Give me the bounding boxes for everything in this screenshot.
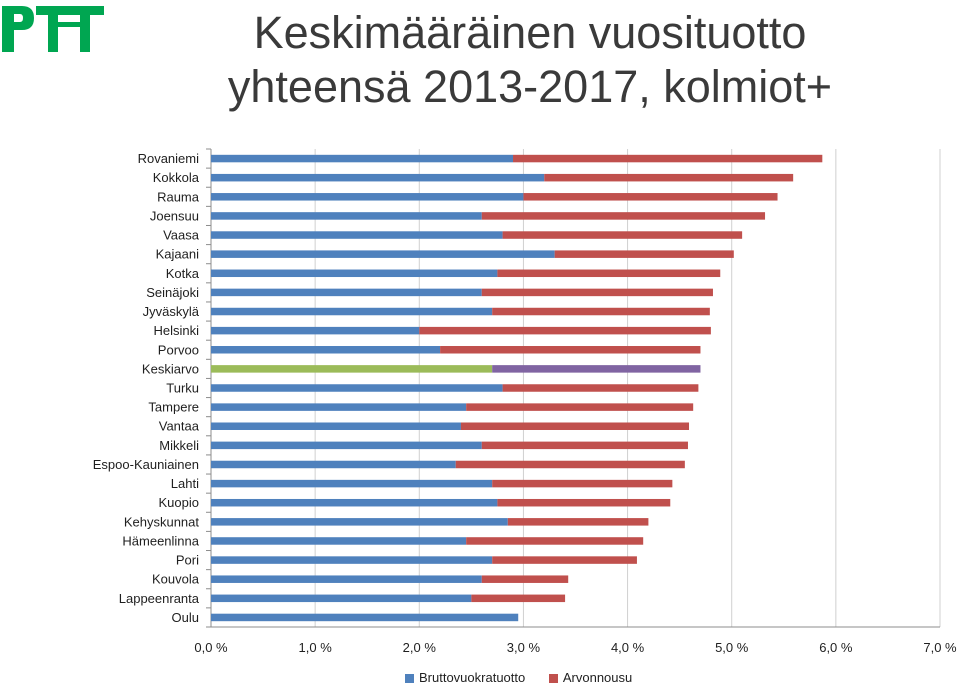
category-label: Lappeenranta: [119, 591, 200, 606]
bar-arvonnousu-kajaani: [554, 250, 734, 258]
bar-arvonnousu-seinajoki: [481, 288, 713, 297]
legend-label-bruttovuokratuotto: Bruttovuokratuotto: [419, 670, 526, 685]
bar-bruttovuokratuotto-rauma: [211, 193, 524, 201]
category-label: Turku: [166, 381, 199, 396]
legend-label-arvonnousu: Arvonnousu: [562, 670, 633, 685]
bar-bruttovuokratuotto-seinajoki: [211, 288, 482, 297]
category-label: Kotka: [166, 266, 200, 281]
bar-arvonnousu-rauma: [523, 193, 778, 201]
x-tick-label: 2,0 %: [403, 640, 437, 655]
bar-arvonnousu-jyvaskyla: [492, 307, 710, 316]
category-label: Porvoo: [158, 342, 199, 357]
bar-arvonnousu-vantaa: [460, 422, 690, 430]
category-label: Vantaa: [159, 419, 200, 434]
category-label: Kajaani: [156, 247, 199, 262]
bar-arvonnousu-hameenlinna: [466, 537, 644, 545]
category-label: Hämeenlinna: [122, 533, 199, 548]
bar-bruttovuokratuotto-lahti: [211, 479, 493, 488]
x-tick-label: 0,0 %: [194, 640, 228, 655]
bar-arvonnousu-helsinki: [419, 326, 711, 335]
category-label: Kouvola: [152, 572, 200, 587]
bar-bruttovuokratuotto-porvoo: [211, 346, 441, 354]
bar-bruttovuokratuotto-vantaa: [211, 422, 461, 430]
x-tick-label: 1,0 %: [299, 640, 333, 655]
bar-bruttovuokratuotto-oulu: [211, 613, 519, 622]
bar-bruttovuokratuotto-kokkola: [211, 173, 545, 182]
category-label: Lahti: [171, 476, 199, 491]
bar-bruttovuokratuotto-pori: [211, 556, 493, 564]
bar-bruttovuokratuotto-kehyskunnat: [211, 518, 508, 526]
category-label: Pori: [176, 553, 199, 568]
category-label: Rovaniemi: [138, 151, 200, 166]
bar-arvonnousu-espoo-kauniainen: [455, 460, 685, 469]
bar-arvonnousu-kotka: [497, 269, 721, 278]
category-label: Tampere: [148, 400, 199, 415]
category-label: Oulu: [172, 610, 199, 625]
bar-bruttovuokratuotto-mikkeli: [211, 441, 482, 450]
x-tick-label: 5,0 %: [715, 640, 749, 655]
bar-arvonnousu-lappeenranta: [471, 594, 566, 603]
bar-arvonnousu-vaasa: [502, 231, 743, 239]
category-label: Joensuu: [150, 208, 199, 223]
bar-arvonnousu-kokkola: [544, 173, 794, 182]
bar-arvonnousu-kouvola: [481, 575, 569, 583]
bar-arvonnousu-keskiarvo: [492, 365, 701, 373]
chart-title-line-1: Keskimääräinen vuosituotto: [253, 7, 807, 58]
bar-bruttovuokratuotto-lappeenranta: [211, 594, 472, 603]
bar-bruttovuokratuotto-hameenlinna: [211, 537, 467, 545]
legend-swatch-bruttovuokratuotto: [405, 673, 414, 683]
bar-bruttovuokratuotto-kajaani: [211, 250, 555, 258]
category-label: Jyväskylä: [143, 304, 200, 319]
bar-bruttovuokratuotto-keskiarvo: [211, 365, 493, 373]
bar-bruttovuokratuotto-vaasa: [211, 231, 503, 239]
bar-bruttovuokratuotto-kotka: [211, 269, 498, 278]
bar-bruttovuokratuotto-jyvaskyla: [211, 307, 493, 316]
x-tick-label: 7,0 %: [923, 640, 957, 655]
bar-arvonnousu-porvoo: [440, 346, 701, 354]
bar-bruttovuokratuotto-espoo-kauniainen: [211, 460, 456, 469]
category-label: Mikkeli: [159, 438, 199, 453]
legend-item-arvonnousu: Arvonnousu: [548, 670, 633, 686]
bar-arvonnousu-pori: [492, 556, 637, 564]
category-label: Seinäjoki: [146, 285, 199, 300]
bar-bruttovuokratuotto-turku: [211, 384, 503, 392]
bar-arvonnousu-turku: [502, 384, 699, 392]
bar-arvonnousu-lahti: [492, 479, 673, 488]
bar-arvonnousu-rovaniemi: [513, 154, 823, 163]
x-tick-label: 3,0 %: [507, 640, 541, 655]
x-tick-label: 4,0 %: [611, 640, 645, 655]
bar-bruttovuokratuotto-kouvola: [211, 575, 482, 583]
bar-arvonnousu-kuopio: [497, 498, 671, 507]
category-label: Rauma: [157, 189, 200, 204]
legend-item-bruttovuokratuotto: Bruttovuokratuotto: [405, 670, 525, 686]
bar-arvonnousu-tampere: [466, 403, 694, 411]
ptt-logo: [2, 6, 104, 52]
category-label: Vaasa: [163, 228, 200, 243]
chart-title: Keskimääräinen vuosituotto yhteensä 2013…: [120, 6, 940, 114]
category-label: Keskiarvo: [142, 361, 199, 376]
category-label: Kehyskunnat: [124, 514, 200, 529]
chart-title-line-2: yhteensä 2013-2017, kolmiot+: [227, 61, 833, 112]
bar-arvonnousu-mikkeli: [481, 441, 688, 450]
bar-bruttovuokratuotto-tampere: [211, 403, 467, 411]
legend: Bruttovuokratuotto Arvonnousu: [405, 670, 652, 686]
x-tick-label: 6,0 %: [819, 640, 853, 655]
legend-swatch-arvonnousu: [548, 673, 558, 683]
category-label: Espoo-Kauniainen: [93, 457, 199, 472]
bar-bruttovuokratuotto-rovaniemi: [211, 154, 514, 163]
bar-arvonnousu-joensuu: [481, 212, 766, 220]
category-label: Helsinki: [153, 323, 199, 338]
category-label: Kokkola: [153, 170, 200, 185]
bar-arvonnousu-kehyskunnat: [507, 518, 649, 526]
bar-bruttovuokratuotto-kuopio: [211, 498, 498, 507]
bar-bruttovuokratuotto-joensuu: [211, 212, 482, 220]
category-label: Kuopio: [159, 495, 199, 510]
bar-bruttovuokratuotto-helsinki: [211, 326, 420, 335]
